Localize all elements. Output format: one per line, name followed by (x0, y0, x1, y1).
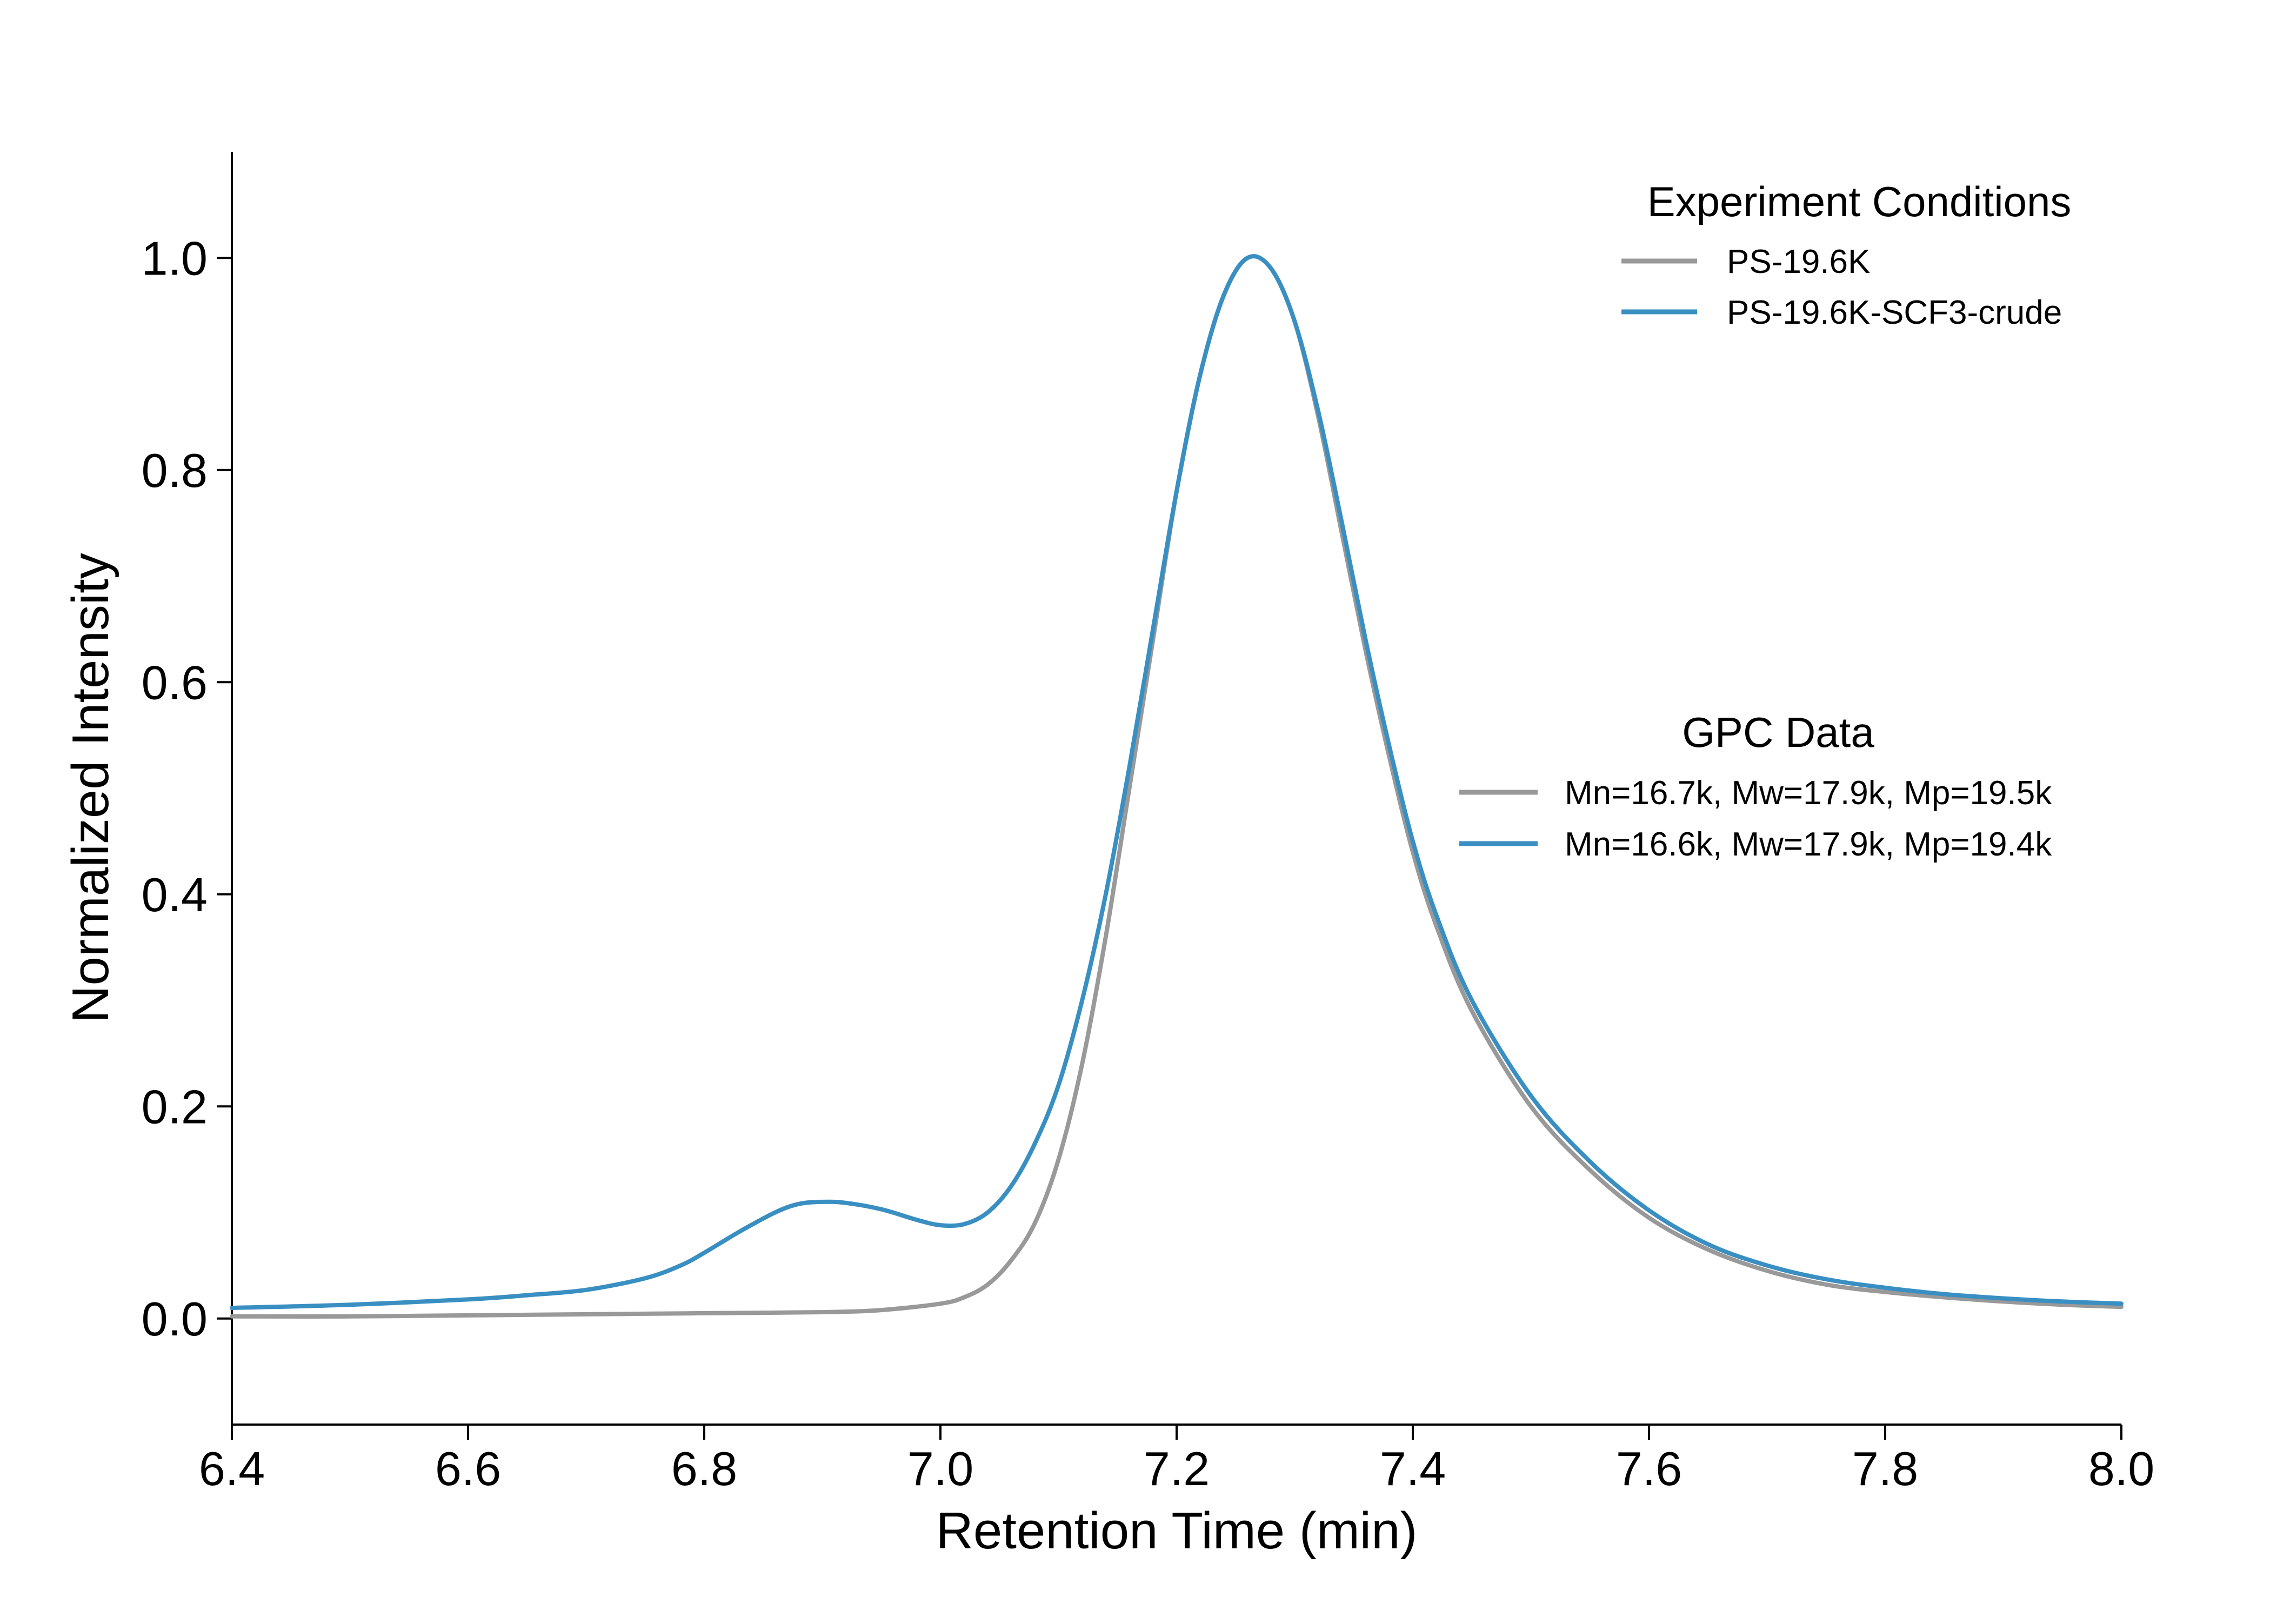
legend-label: PS-19.6K (1727, 243, 1870, 280)
plot-area (230, 254, 2124, 1319)
y-tick-label: 0.6 (142, 656, 208, 709)
x-axis-title: Retention Time (min) (936, 1502, 1418, 1560)
y-tick-label: 0.4 (142, 868, 208, 921)
y-tick-label: 0.8 (142, 444, 208, 497)
legend-gpc-data: GPC Data Mn=16.7k, Mw=17.9k, Mp=19.5k Mn… (1459, 709, 2052, 863)
x-tick-label: 7.4 (1380, 1442, 1446, 1495)
series-line-ps-19-6k-scf3-crude (230, 254, 2124, 1311)
y-tick-label: 0.2 (142, 1080, 208, 1133)
x-tick-label: 6.8 (671, 1442, 737, 1495)
y-axis-title: Normalized Intensity (62, 553, 119, 1023)
x-tick-label: 7.6 (1616, 1442, 1682, 1495)
legend-label: Mn=16.6k, Mw=17.9k, Mp=19.4k (1565, 826, 2052, 863)
legend-label: PS-19.6K-SCF3-crude (1727, 294, 2062, 331)
y-axis-ticks: 0.0 0.2 0.4 0.6 0.8 1.0 (142, 231, 232, 1346)
x-tick-label: 6.4 (199, 1442, 265, 1495)
legend-title: Experiment Conditions (1647, 178, 2072, 225)
x-tick-label: 7.0 (907, 1442, 973, 1495)
y-tick-label: 0.0 (142, 1292, 208, 1346)
x-axis-ticks: 6.4 6.6 6.8 7.0 7.2 7.4 7.6 7.8 8.0 (199, 1425, 2154, 1495)
legend-label: Mn=16.7k, Mw=17.9k, Mp=19.5k (1565, 774, 2052, 812)
x-tick-label: 6.6 (435, 1442, 501, 1495)
x-tick-label: 7.8 (1852, 1442, 1918, 1495)
legend-title: GPC Data (1682, 709, 1874, 756)
x-tick-label: 7.2 (1144, 1442, 1210, 1495)
x-tick-label: 8.0 (2088, 1442, 2154, 1495)
legend-experiment-conditions: Experiment Conditions PS-19.6K PS-19.6K-… (1621, 178, 2071, 331)
y-tick-label: 1.0 (142, 231, 208, 285)
